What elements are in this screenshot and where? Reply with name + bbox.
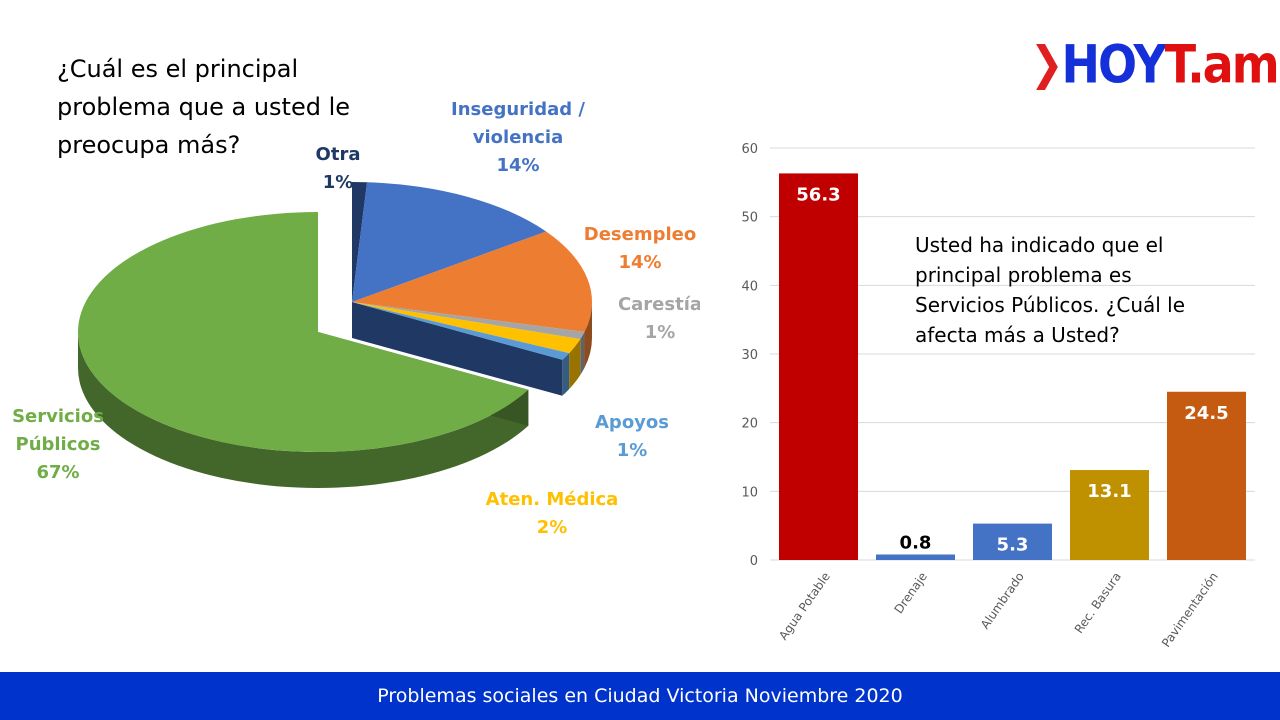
pie-label: Servicios (12, 406, 104, 427)
logo-part2: T.am (1164, 32, 1280, 96)
pie-slice (78, 212, 529, 489)
y-tick-label: 50 (741, 211, 758, 226)
bar-value-label: 24.5 (1184, 403, 1228, 424)
logo-part1: HOY (1061, 32, 1167, 96)
x-category-label: Rec. Basura (1072, 570, 1124, 636)
pie-label: 1% (323, 172, 354, 193)
bar (876, 554, 955, 560)
bar-chart: 0 10 20 30 40 50 60 56.3 Agua Potable 0.8 Drenaje 5… (741, 142, 1255, 650)
pie-label: Aten. Médica (486, 489, 619, 510)
pie-label: 67% (36, 462, 79, 483)
pie-slice (352, 302, 581, 390)
x-category-label: Drenaje (892, 570, 930, 617)
pie-label: Otra (316, 144, 361, 165)
pie-label: Públicos (16, 434, 101, 455)
y-tick-label: 10 (741, 485, 758, 500)
pie-label: 1% (645, 322, 676, 343)
pie-label: 14% (618, 252, 661, 273)
pie-label: Inseguridad / (451, 99, 585, 120)
hoyt-logo: ❯ HOY T.am (1030, 32, 1280, 96)
pie-label: Apoyos (595, 412, 669, 433)
pie-slice (352, 231, 593, 368)
y-tick-label: 0 (750, 554, 758, 569)
bar (973, 523, 1052, 560)
pie-label: 1% (617, 440, 648, 461)
pie-label: 2% (537, 517, 568, 538)
x-category-label: Alumbrado (978, 570, 1027, 632)
pie-label: 14% (496, 155, 539, 176)
y-tick-label: 20 (741, 417, 758, 432)
x-category-label: Pavimentación (1159, 570, 1221, 650)
bar-value-label: 0.8 (900, 533, 932, 554)
pie-label: violencia (473, 127, 563, 148)
pie-slice (352, 182, 547, 302)
question-title: ¿Cuál es el principal problema que a ust… (57, 55, 351, 159)
pie-slice (352, 182, 368, 302)
x-category-label: Agua Potable (776, 570, 833, 643)
bar (779, 173, 858, 560)
bar-value-label: 56.3 (796, 184, 840, 205)
pie-chart: Otra 1% Inseguridad / violencia 14% Desempleo… (12, 99, 700, 538)
bar-value-label: 5.3 (997, 535, 1029, 556)
bar-value-label: 13.1 (1087, 481, 1131, 502)
bar (1167, 391, 1246, 560)
pie-label: Desempleo (584, 224, 696, 245)
footer-caption: Problemas sociales en Ciudad Victoria No… (0, 672, 1280, 720)
pie-label: Carestía (618, 294, 700, 315)
pie-slice (352, 302, 570, 396)
bar (1070, 470, 1149, 560)
chart-note: Usted ha indicado que el principal probl… (915, 233, 1186, 347)
y-tick-label: 40 (741, 279, 758, 294)
pie-slice (352, 302, 585, 376)
y-tick-label: 30 (741, 348, 758, 363)
y-tick-label: 60 (741, 142, 758, 157)
